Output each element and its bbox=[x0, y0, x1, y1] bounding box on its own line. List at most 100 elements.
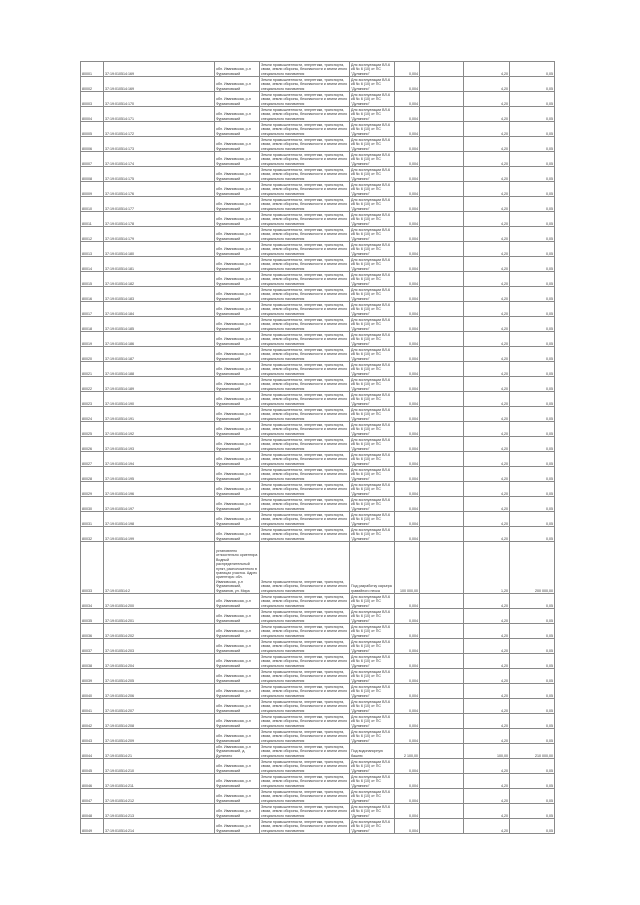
table-row: 80041 37:19:010514:207 обл. Ивановская, р-… bbox=[80, 698, 555, 714]
permitted-use: Для эксплуатации ВЛ-6 кВ № 6 (10) от ПС … bbox=[349, 436, 395, 452]
row-number: 80020 bbox=[80, 346, 104, 362]
table-row: 80018 37:19:010514:185 обл. Ивановская, р-… bbox=[80, 316, 555, 332]
blank-cell bbox=[419, 541, 464, 594]
address: обл. Ивановская, р-н Фурмановский bbox=[214, 511, 260, 527]
permitted-use: Для эксплуатации ВЛ-6 кВ № 6 (10) от ПС … bbox=[349, 106, 395, 122]
address: обл. Ивановская, р-н Фурмановский bbox=[214, 346, 260, 362]
cadastral-number: 37:19:010514:211 bbox=[103, 773, 215, 789]
table-row: 80049 37:19:010514:214 обл. Ивановская, р-… bbox=[80, 818, 555, 834]
area: 0,004 bbox=[394, 758, 420, 774]
blank-cell bbox=[419, 758, 464, 774]
land-category: Земли промышленности, энергетики, трансп… bbox=[259, 496, 350, 512]
permitted-use: Для эксплуатации ВЛ-6 кВ № 6 (10) от ПС … bbox=[349, 361, 395, 377]
blank-cell bbox=[419, 713, 464, 729]
area: 0,004 bbox=[394, 391, 420, 407]
blank-cell bbox=[419, 406, 464, 422]
blank-cell bbox=[419, 76, 464, 92]
address: обл. Ивановская, р-н Фурмановский bbox=[214, 698, 260, 714]
blank-cell bbox=[419, 436, 464, 452]
table-row: 80034 37:19:010514:200 обл. Ивановская, р-… bbox=[80, 593, 555, 609]
permitted-use: Для эксплуатации ВЛ-6 кВ № 6 (10) от ПС … bbox=[349, 91, 395, 107]
rate: 4,20 bbox=[463, 331, 510, 347]
blank-cell bbox=[419, 496, 464, 512]
land-category: Земли промышленности, энергетики, трансп… bbox=[259, 121, 350, 137]
value: 0,05 bbox=[509, 451, 555, 467]
cadastral-number: 37:19:010514:207 bbox=[103, 698, 215, 714]
land-plots-table: 80001 37:19:010514:169 обл. Ивановская, р-… bbox=[80, 61, 555, 834]
row-number: 80022 bbox=[80, 376, 104, 392]
row-number: 80003 bbox=[80, 91, 104, 107]
value: 0,05 bbox=[509, 406, 555, 422]
area: 0,004 bbox=[394, 593, 420, 609]
table-row: 80002 37:19:010514:169 обл. Ивановская, р-… bbox=[80, 76, 555, 92]
value: 0,05 bbox=[509, 301, 555, 317]
row-number: 80039 bbox=[80, 668, 104, 684]
cadastral-number: 37:19:010514:204 bbox=[103, 653, 215, 669]
area: 100 000,00 bbox=[394, 541, 420, 594]
land-category: Земли промышленности, энергетики, трансп… bbox=[259, 668, 350, 684]
address: обл. Ивановская, р-н Фурмановский bbox=[214, 638, 260, 654]
land-category: Земли промышленности, энергетики, трансп… bbox=[259, 713, 350, 729]
value: 200 000,00 bbox=[509, 541, 555, 594]
cadastral-number: 37:19:010514:174 bbox=[103, 151, 215, 167]
rate: 4,20 bbox=[463, 136, 510, 152]
table-row: 80048 37:19:010514:213 обл. Ивановская, р-… bbox=[80, 803, 555, 819]
address: обл. Ивановская, р-н Фурмановский bbox=[214, 271, 260, 287]
land-category: Земли промышленности, энергетики, трансп… bbox=[259, 788, 350, 804]
rate: 4,20 bbox=[463, 758, 510, 774]
land-category: Земли промышленности, энергетики, трансп… bbox=[259, 728, 350, 744]
row-number: 80025 bbox=[80, 421, 104, 437]
rate: 4,20 bbox=[463, 346, 510, 362]
rate: 4,20 bbox=[463, 226, 510, 242]
blank-cell bbox=[419, 271, 464, 287]
row-number: 80043 bbox=[80, 728, 104, 744]
row-number: 80016 bbox=[80, 286, 104, 302]
cadastral-number: 37:19:010514:199 bbox=[103, 526, 215, 542]
address: установлено относительно ориентира Водны… bbox=[214, 541, 260, 594]
rate: 4,20 bbox=[463, 773, 510, 789]
table-row: 80028 37:19:010514:195 обл. Ивановская, р-… bbox=[80, 466, 555, 482]
row-number: 80012 bbox=[80, 226, 104, 242]
address: обл. Ивановская, р-н Фурмановский bbox=[214, 451, 260, 467]
row-number: 80027 bbox=[80, 451, 104, 467]
row-number: 80028 bbox=[80, 466, 104, 482]
value: 0,05 bbox=[509, 421, 555, 437]
permitted-use: Для эксплуатации ВЛ-6 кВ № 6 (10) от ПС … bbox=[349, 728, 395, 744]
rate: 4,20 bbox=[463, 106, 510, 122]
cadastral-number: 37:19:010514:169 bbox=[103, 76, 215, 92]
land-category: Земли промышленности, энергетики, трансп… bbox=[259, 61, 350, 77]
blank-cell bbox=[419, 391, 464, 407]
blank-cell bbox=[419, 106, 464, 122]
area: 0,004 bbox=[394, 151, 420, 167]
rate: 4,20 bbox=[463, 466, 510, 482]
area: 0,004 bbox=[394, 713, 420, 729]
address: обл. Ивановская, р-н Фурмановский, д. Ду… bbox=[214, 743, 260, 759]
blank-cell bbox=[419, 151, 464, 167]
area: 0,004 bbox=[394, 496, 420, 512]
permitted-use: Для эксплуатации ВЛ-6 кВ № 6 (10) от ПС … bbox=[349, 271, 395, 287]
permitted-use: Для эксплуатации ВЛ-6 кВ № 6 (10) от ПС … bbox=[349, 76, 395, 92]
table-row: 80042 37:19:010514:208 обл. Ивановская, р-… bbox=[80, 713, 555, 729]
row-number: 80046 bbox=[80, 773, 104, 789]
address: обл. Ивановская, р-н Фурмановский bbox=[214, 788, 260, 804]
cadastral-number: 37:19:010514:171 bbox=[103, 106, 215, 122]
permitted-use: Для эксплуатации ВЛ-6 кВ № 6 (10) от ПС … bbox=[349, 331, 395, 347]
address: обл. Ивановская, р-н Фурмановский bbox=[214, 436, 260, 452]
land-category: Земли промышленности, энергетики, трансп… bbox=[259, 91, 350, 107]
blank-cell bbox=[419, 623, 464, 639]
row-number: 80047 bbox=[80, 788, 104, 804]
cadastral-number: 37:19:010514:169 bbox=[103, 61, 215, 77]
permitted-use: Для эксплуатации ВЛ-6 кВ № 6 (10) от ПС … bbox=[349, 466, 395, 482]
address: обл. Ивановская, р-н Фурмановский bbox=[214, 301, 260, 317]
rate: 1,20 bbox=[463, 541, 510, 594]
table-row: 80025 37:19:010514:192 обл. Ивановская, р-… bbox=[80, 421, 555, 437]
table-row: 80037 37:19:010514:203 обл. Ивановская, р-… bbox=[80, 638, 555, 654]
blank-cell bbox=[419, 421, 464, 437]
cadastral-number: 37:19:010514:184 bbox=[103, 301, 215, 317]
blank-cell bbox=[419, 608, 464, 624]
permitted-use: Для эксплуатации ВЛ-6 кВ № 6 (10) от ПС … bbox=[349, 256, 395, 272]
land-category: Земли промышленности, энергетики, трансп… bbox=[259, 256, 350, 272]
cadastral-number: 37:19:010514:214 bbox=[103, 818, 215, 834]
cadastral-number: 37:19:010514:175 bbox=[103, 166, 215, 182]
land-category: Земли промышленности, энергетики, трансп… bbox=[259, 683, 350, 699]
